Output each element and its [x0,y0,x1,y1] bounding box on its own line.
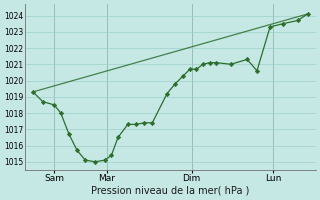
X-axis label: Pression niveau de la mer( hPa ): Pression niveau de la mer( hPa ) [91,186,250,196]
